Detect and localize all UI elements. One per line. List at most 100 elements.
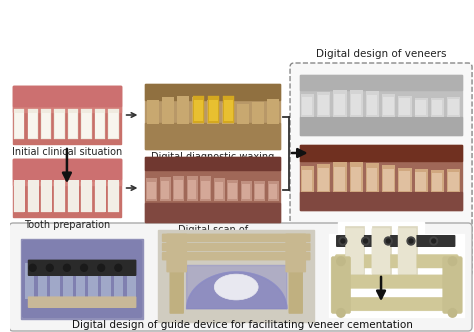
Bar — [177, 96, 189, 124]
FancyBboxPatch shape — [290, 63, 472, 276]
Bar — [28, 113, 37, 138]
Bar — [25, 263, 35, 299]
Bar — [146, 179, 157, 201]
Bar — [63, 263, 73, 299]
Bar — [194, 100, 203, 121]
FancyBboxPatch shape — [335, 275, 458, 289]
Bar — [224, 100, 233, 121]
Bar — [302, 97, 312, 115]
Bar — [398, 96, 411, 117]
FancyBboxPatch shape — [22, 240, 142, 318]
Bar — [207, 100, 219, 124]
Bar — [329, 234, 464, 317]
Bar — [334, 167, 345, 191]
Ellipse shape — [214, 274, 258, 300]
Bar — [41, 181, 52, 212]
Bar — [241, 181, 252, 201]
Circle shape — [115, 264, 122, 271]
Bar — [69, 186, 77, 211]
Bar — [55, 186, 64, 211]
Bar — [398, 168, 411, 192]
Bar — [448, 99, 458, 115]
Bar — [349, 162, 363, 192]
Bar — [382, 94, 395, 117]
Bar — [200, 176, 211, 201]
Bar — [334, 94, 345, 115]
Bar — [317, 92, 330, 117]
Bar — [345, 226, 364, 274]
FancyBboxPatch shape — [398, 228, 417, 274]
Bar — [95, 182, 105, 212]
FancyBboxPatch shape — [28, 260, 137, 276]
Bar — [69, 113, 77, 138]
Bar — [14, 181, 25, 212]
Circle shape — [447, 308, 457, 318]
Bar — [145, 157, 280, 222]
Bar — [13, 159, 121, 185]
Bar — [398, 226, 417, 274]
Bar — [300, 75, 462, 90]
Bar — [13, 86, 121, 106]
Bar — [42, 113, 51, 138]
Circle shape — [64, 264, 70, 271]
Bar — [15, 113, 24, 138]
Bar — [383, 97, 393, 115]
Bar — [15, 186, 24, 211]
Bar — [431, 170, 444, 192]
Bar — [13, 159, 121, 217]
Bar — [447, 97, 460, 117]
Circle shape — [430, 237, 438, 245]
FancyBboxPatch shape — [162, 234, 310, 242]
Bar — [145, 203, 280, 222]
Bar — [215, 182, 223, 199]
Bar — [82, 181, 92, 212]
Bar — [27, 181, 38, 212]
Circle shape — [336, 308, 346, 318]
Bar — [447, 169, 460, 192]
Bar — [350, 167, 361, 191]
Bar — [192, 97, 204, 124]
Bar — [201, 181, 210, 199]
Bar — [252, 102, 264, 124]
Circle shape — [407, 237, 415, 245]
Bar — [366, 163, 379, 192]
Bar — [214, 178, 225, 201]
Bar — [161, 181, 169, 199]
Bar — [160, 177, 171, 201]
FancyBboxPatch shape — [28, 296, 137, 308]
Bar — [350, 94, 361, 115]
FancyBboxPatch shape — [345, 228, 364, 274]
Bar — [399, 98, 410, 115]
Bar — [242, 184, 250, 199]
Circle shape — [46, 264, 53, 271]
Bar — [301, 94, 314, 117]
Bar — [432, 173, 442, 191]
Bar — [414, 169, 428, 192]
Bar — [318, 95, 328, 115]
Bar — [13, 86, 121, 112]
Bar — [42, 186, 51, 211]
Bar — [300, 192, 462, 210]
Bar — [55, 182, 65, 212]
Bar — [14, 182, 25, 212]
Bar — [68, 109, 78, 139]
Bar — [174, 180, 183, 199]
Bar — [108, 109, 118, 139]
FancyBboxPatch shape — [285, 234, 306, 272]
FancyBboxPatch shape — [336, 235, 456, 247]
Bar — [147, 100, 159, 124]
Bar — [68, 182, 78, 212]
Bar — [255, 185, 264, 199]
Text: Tooth preparation: Tooth preparation — [24, 220, 110, 230]
Bar — [223, 96, 235, 123]
Bar — [414, 98, 428, 117]
Bar — [367, 168, 377, 191]
Bar — [101, 263, 111, 299]
FancyBboxPatch shape — [162, 252, 310, 260]
Circle shape — [386, 239, 390, 243]
Bar — [109, 113, 118, 138]
Text: Initial clinical situation: Initial clinical situation — [12, 147, 122, 157]
Bar — [416, 100, 426, 115]
Bar — [82, 186, 91, 211]
FancyBboxPatch shape — [372, 228, 390, 274]
